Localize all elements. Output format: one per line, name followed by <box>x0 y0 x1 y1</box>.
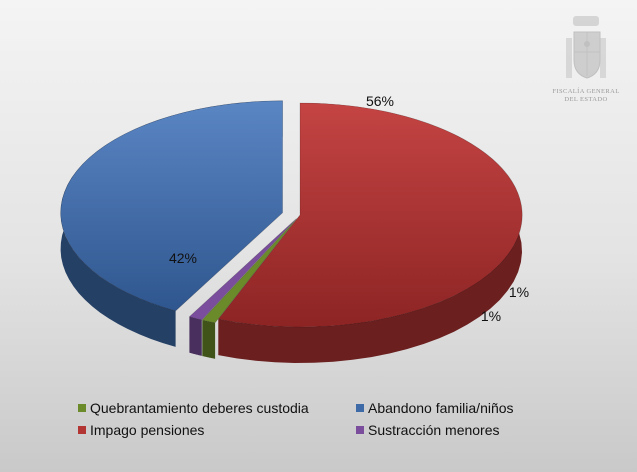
coat-of-arms-icon <box>566 16 606 79</box>
slice-label-sustraccion: 1% <box>509 284 529 300</box>
legend-label: Impago pensiones <box>90 422 205 438</box>
legend-item-sustraccion: Sustracción menores <box>356 422 556 438</box>
fiscalia-emblem: FISCALÍA GENERAL DEL ESTADO <box>552 16 619 103</box>
pie-slices <box>60 100 523 363</box>
slice-label-quebrantamiento: 1% <box>481 308 501 324</box>
slice-abandono <box>60 100 283 312</box>
slice-label-abandono: 42% <box>169 250 197 266</box>
chart-legend: Quebrantamiento deberes custodia Abandon… <box>78 400 578 438</box>
legend-swatch <box>356 426 364 434</box>
slice-quebrantamiento <box>201 218 298 324</box>
legend-label: Quebrantamiento deberes custodia <box>90 400 309 416</box>
legend-item-impago: Impago pensiones <box>78 422 356 438</box>
emblem-line1: FISCALÍA GENERAL <box>552 87 619 95</box>
legend-item-quebrantamiento: Quebrantamiento deberes custodia <box>78 400 356 416</box>
slice-side-sustracción <box>189 316 202 356</box>
slice-sustracción <box>188 218 297 321</box>
slice-impago <box>217 102 523 328</box>
slice-label-impago: 56% <box>366 93 394 109</box>
slice-side-quebrantamiento <box>202 320 216 359</box>
slice-side-impago <box>218 103 523 363</box>
legend-label: Sustracción menores <box>368 422 500 438</box>
legend-swatch <box>356 404 364 412</box>
emblem-line2: DEL ESTADO <box>564 96 607 103</box>
legend-label: Abandono familia/niños <box>368 400 514 416</box>
legend-item-abandono: Abandono familia/niños <box>356 400 556 416</box>
legend-swatch <box>78 404 86 412</box>
legend-swatch <box>78 426 86 434</box>
